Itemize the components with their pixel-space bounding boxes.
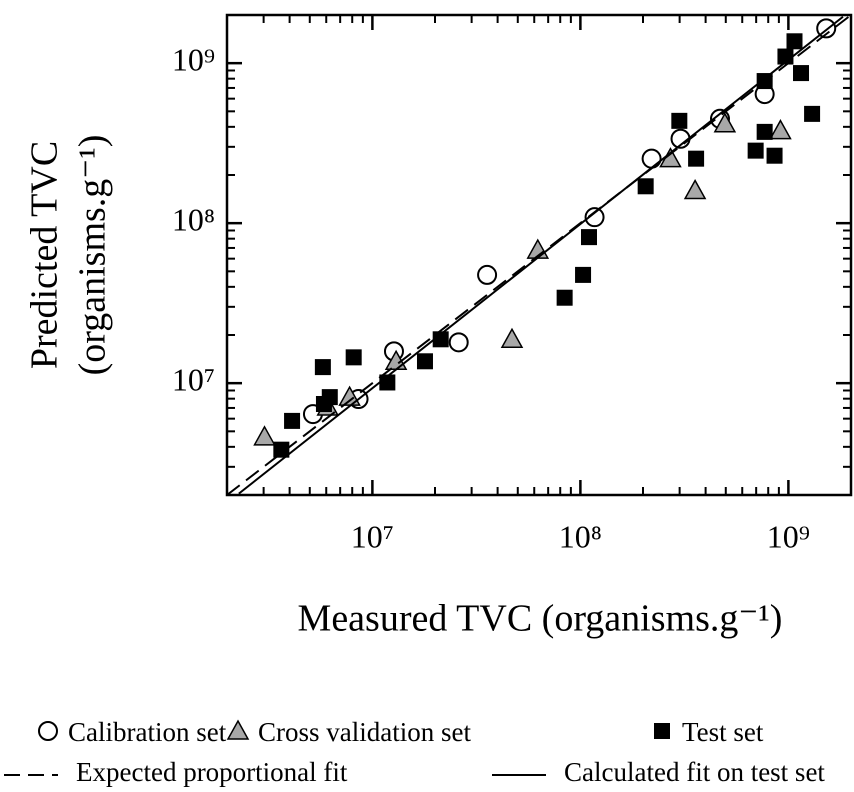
legend-label: Expected proportional fit [76, 757, 348, 787]
y-tick-label: 10⁸ [172, 202, 215, 238]
legend-symbol [38, 721, 58, 741]
data-point [580, 229, 597, 246]
data-point [273, 441, 290, 458]
data-point [314, 359, 331, 376]
x-tick-label: 10⁸ [559, 518, 602, 554]
data-point [432, 331, 449, 348]
legend-label: Cross validation set [258, 717, 471, 747]
x-tick-label: 10⁹ [767, 518, 810, 554]
legend-label: Calculated fit on test set [564, 757, 825, 787]
legend-symbol [654, 723, 670, 739]
data-point [766, 147, 783, 164]
data-point [688, 150, 705, 167]
data-point [769, 119, 792, 140]
legend-label: Test set [682, 717, 764, 747]
data-point [641, 148, 662, 169]
data-point [321, 389, 338, 406]
data-point [556, 289, 573, 306]
data-point [584, 207, 605, 228]
data-point [756, 123, 773, 140]
data-point [804, 105, 821, 122]
data-point [793, 65, 810, 82]
y-tick-label: 10⁷ [172, 362, 215, 398]
data-point [786, 33, 803, 50]
data-point [345, 349, 362, 366]
legend-label: Calibration set [68, 717, 227, 747]
data-point [477, 264, 498, 285]
data-point [448, 332, 469, 353]
y-axis-label: Predicted TVC [24, 141, 66, 369]
x-tick-label: 10⁷ [351, 518, 394, 554]
data-point [500, 327, 524, 349]
y-axis-label: (organisms.g⁻¹) [72, 135, 114, 376]
data-point [284, 412, 301, 429]
x-axis-label: Measured TVC (organisms.g⁻¹) [298, 598, 783, 640]
data-point [747, 142, 764, 159]
data-point [637, 178, 654, 195]
y-tick-label: 10⁹ [172, 42, 215, 78]
data-point [671, 112, 688, 129]
plot-frame [225, 13, 853, 497]
data-point [575, 266, 592, 283]
data-point [253, 425, 276, 446]
data-point [683, 178, 707, 200]
data-point [416, 353, 433, 370]
data-point [777, 48, 794, 65]
fit-line [238, 15, 844, 495]
legend-symbol [226, 719, 250, 740]
data-point [713, 112, 737, 133]
fit-line [227, 15, 850, 495]
